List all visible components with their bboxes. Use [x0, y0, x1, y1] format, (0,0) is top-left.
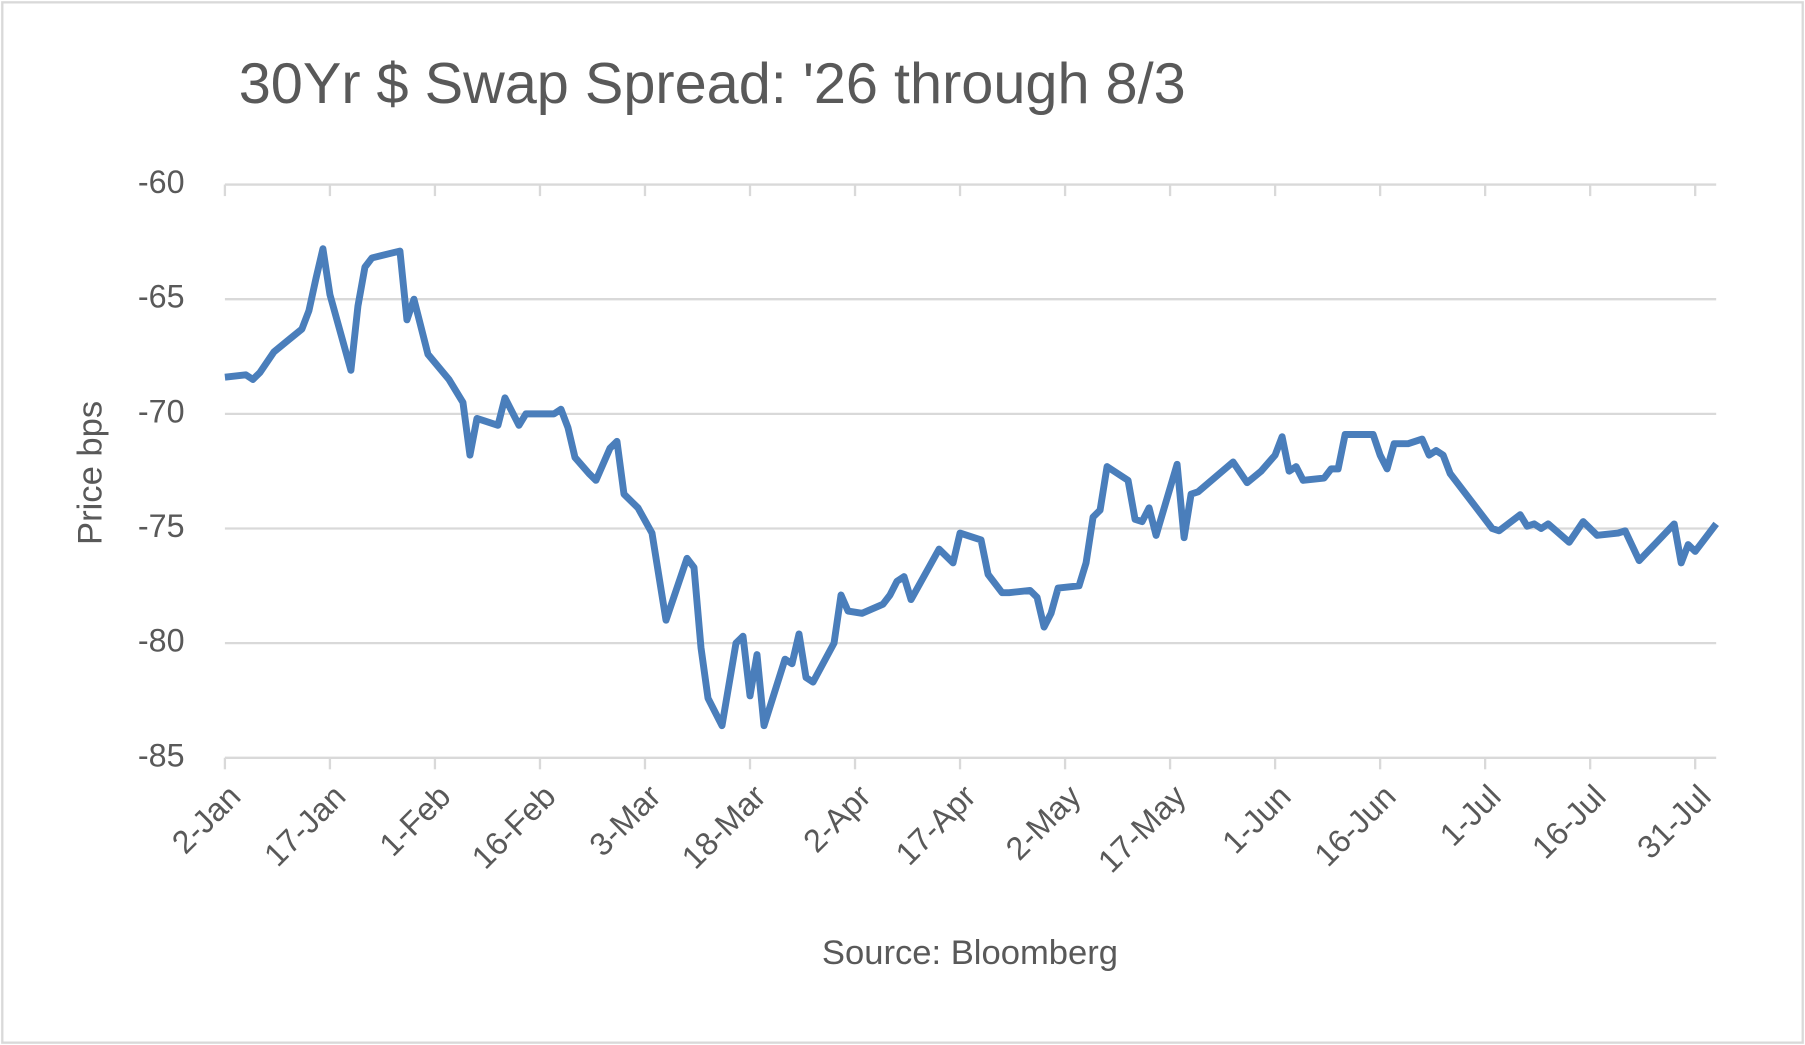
- chart-title: 30Yr $ Swap Spread: '26 through 8/3: [239, 52, 1186, 116]
- y-axis-label: Price bps: [71, 401, 109, 545]
- y-tick-label: -70: [138, 393, 185, 429]
- y-tick-label: -60: [138, 164, 185, 200]
- y-tick-label: -65: [138, 279, 185, 315]
- y-tick-label: -80: [138, 623, 185, 659]
- y-tick-label: -75: [138, 508, 185, 544]
- y-tick-label: -85: [138, 737, 185, 773]
- data-line: [224, 245, 1719, 730]
- source-note: Source: Bloomberg: [822, 934, 1118, 972]
